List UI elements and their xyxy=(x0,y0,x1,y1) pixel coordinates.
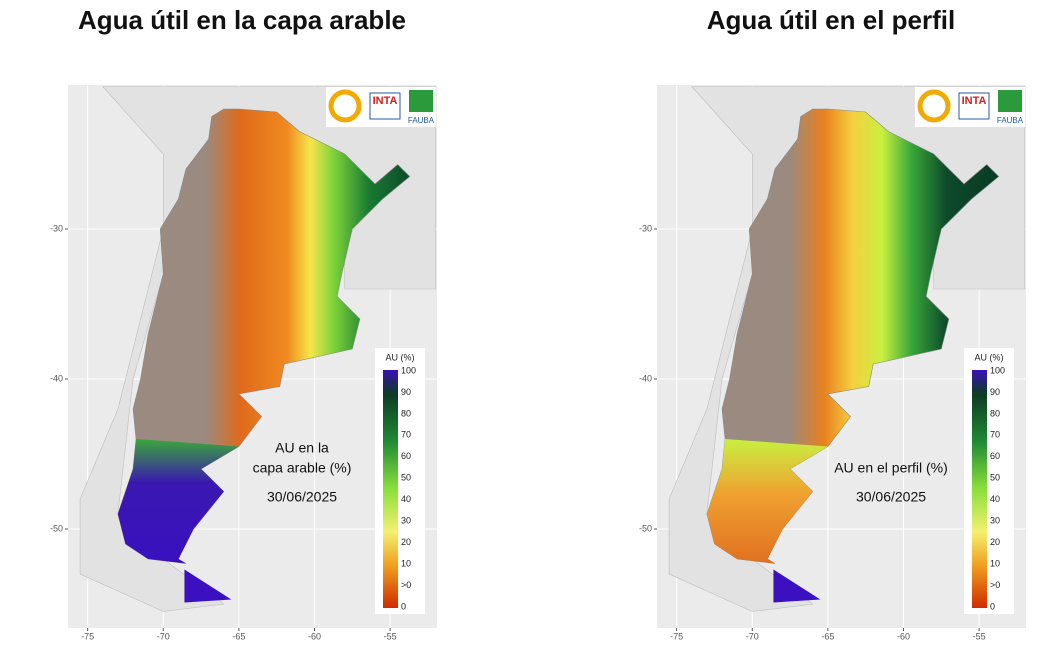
legend-label: 80 xyxy=(401,408,411,418)
legend-label: 100 xyxy=(401,365,416,375)
legend-bar xyxy=(972,370,987,608)
y-tick-label: -50 xyxy=(50,523,63,533)
logo-ring xyxy=(328,89,362,123)
panel-title: Agua útil en el perfil xyxy=(707,5,955,35)
legend-label: 60 xyxy=(401,451,411,461)
legend-label: 30 xyxy=(990,516,1000,526)
logo-fauba-mark xyxy=(998,90,1022,112)
legend-label: 60 xyxy=(990,451,1000,461)
date: 30/06/2025 xyxy=(267,489,337,505)
y-tick-label: -30 xyxy=(50,223,63,233)
logos: INTA FAUBA xyxy=(915,87,1025,127)
y-tick-label: -40 xyxy=(639,373,652,383)
legend-label: 80 xyxy=(990,408,1000,418)
annotation: AU en la xyxy=(275,440,329,456)
legend-label: 90 xyxy=(401,387,411,397)
logo-fauba: FAUBA xyxy=(997,116,1024,125)
x-tick-label: -65 xyxy=(232,631,245,641)
x-tick-label: -70 xyxy=(157,631,170,641)
y-tick-label: -30 xyxy=(639,223,652,233)
legend-label: >0 xyxy=(990,580,1000,590)
annotation: AU en el perfil (%) xyxy=(834,460,948,476)
y-tick-label: -40 xyxy=(50,373,63,383)
x-tick-label: -60 xyxy=(897,631,910,641)
patagonia xyxy=(117,439,239,564)
logo-inta: INTA xyxy=(373,95,398,107)
x-tick-label: -75 xyxy=(81,631,94,641)
logo-ring xyxy=(917,89,951,123)
legend-label: 0 xyxy=(401,601,406,611)
legend-label: 50 xyxy=(990,473,1000,483)
logo-inta: INTA xyxy=(962,95,987,107)
legend-label: >0 xyxy=(401,580,411,590)
legend-title: AU (%) xyxy=(975,352,1004,362)
legend-label: 40 xyxy=(401,494,411,504)
legend-label: 70 xyxy=(990,430,1000,440)
logo-fauba: FAUBA xyxy=(408,116,435,125)
tierra-del-fuego xyxy=(773,569,821,603)
panel-title: Agua útil en la capa arable xyxy=(78,5,406,35)
legend-label: 20 xyxy=(990,537,1000,547)
patagonia xyxy=(706,439,828,564)
tierra-del-fuego xyxy=(184,569,232,603)
legend-bar xyxy=(383,370,398,608)
logo-inta-box xyxy=(958,92,990,120)
x-tick-label: -75 xyxy=(670,631,683,641)
x-tick-label: -60 xyxy=(308,631,321,641)
legend-label: 90 xyxy=(990,387,1000,397)
x-tick-label: -55 xyxy=(973,631,986,641)
date: 30/06/2025 xyxy=(856,489,926,505)
legend-label: 50 xyxy=(401,473,411,483)
legend-label: 10 xyxy=(990,558,1000,568)
logo-inta-box xyxy=(369,92,401,120)
logo-fauba-mark xyxy=(409,90,433,112)
legend-label: 100 xyxy=(990,365,1005,375)
x-tick-label: -55 xyxy=(384,631,397,641)
legend-box xyxy=(375,348,425,614)
x-tick-label: -70 xyxy=(746,631,759,641)
x-tick-label: -65 xyxy=(821,631,834,641)
y-tick-label: -50 xyxy=(639,523,652,533)
legend-label: 20 xyxy=(401,537,411,547)
legend-label: 70 xyxy=(401,430,411,440)
legend-box xyxy=(964,348,1014,614)
legend-label: 0 xyxy=(990,601,995,611)
legend-label: 40 xyxy=(990,494,1000,504)
logos: INTA FAUBA xyxy=(326,87,436,127)
annotation: capa arable (%) xyxy=(253,460,352,476)
legend-label: 30 xyxy=(401,516,411,526)
legend-label: 10 xyxy=(401,558,411,568)
legend-title: AU (%) xyxy=(386,352,415,362)
